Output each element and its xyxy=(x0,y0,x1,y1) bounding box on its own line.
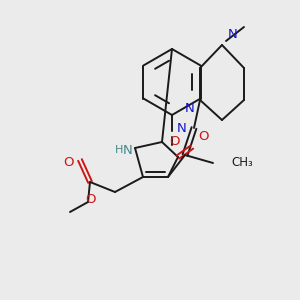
Text: N: N xyxy=(185,102,195,115)
Text: N: N xyxy=(176,122,186,134)
Text: H: H xyxy=(115,145,123,155)
Text: O: O xyxy=(64,156,74,169)
Text: O: O xyxy=(198,130,208,143)
Text: O: O xyxy=(169,135,179,148)
Text: N: N xyxy=(123,143,133,157)
Text: CH₃: CH₃ xyxy=(231,157,253,169)
Text: N: N xyxy=(228,28,238,41)
Text: O: O xyxy=(85,193,95,206)
